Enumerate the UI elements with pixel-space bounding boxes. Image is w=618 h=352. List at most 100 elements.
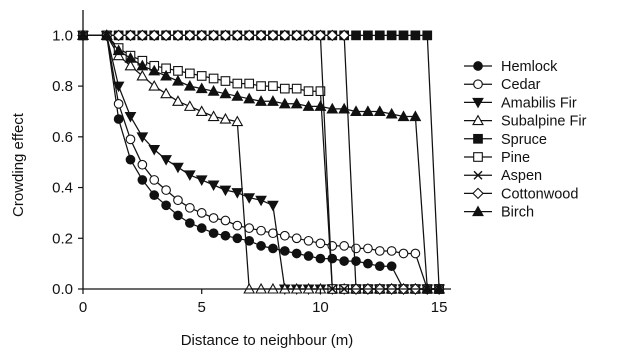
- point-cottonwood-9: [195, 29, 208, 42]
- point-birch-6: [160, 69, 173, 81]
- point-pine-17: [291, 83, 302, 94]
- point-amabilis-fir-2: [112, 81, 125, 93]
- point-hemlock-16: [279, 246, 290, 256]
- point-hemlock-3: [125, 154, 136, 165]
- point-subalpine-fir-7: [172, 95, 184, 106]
- point-pine-11: [220, 76, 231, 86]
- point-pine-18: [303, 86, 314, 97]
- point-amabilis-fir-5: [148, 145, 161, 156]
- legend-marker-pine: [473, 152, 483, 162]
- point-pine-14: [256, 81, 266, 91]
- point-cedar-25: [386, 246, 397, 256]
- point-pine-15: [268, 81, 278, 91]
- point-cedar-24: [374, 246, 385, 256]
- point-amabilis-fir-12: [231, 188, 244, 199]
- point-birch-17: [290, 97, 303, 109]
- point-birch-23: [361, 105, 374, 117]
- point-birch-8: [183, 79, 196, 91]
- point-cottonwood-8: [184, 29, 196, 42]
- point-spruce-28: [422, 30, 433, 41]
- axes-layer: [82, 10, 451, 290]
- point-pine-8: [184, 68, 195, 79]
- point-birch-20: [326, 102, 339, 114]
- point-cottonwood-17: [290, 29, 303, 42]
- point-hemlock-5: [149, 190, 160, 201]
- point-cedar-23: [363, 243, 373, 254]
- x-tick-label-0: 0: [79, 299, 87, 316]
- point-cottonwood-4: [136, 29, 149, 42]
- point-subalpine-fir-3: [124, 59, 137, 71]
- point-cottonwood-7: [172, 29, 184, 42]
- point-cottonwood-18: [302, 29, 315, 42]
- legend-item-cedar: Cedar: [464, 77, 541, 93]
- point-pine-13: [244, 78, 255, 89]
- legend-item-pine: Pine: [464, 150, 530, 166]
- legend-marker-cedar: [473, 79, 483, 90]
- legend: Hemlock Cedar Amabilis Fir Subalpine Fir Spr…: [464, 59, 587, 221]
- point-hemlock-11: [220, 230, 231, 241]
- legend-label-cottonwood: Cottonwood: [501, 186, 578, 202]
- point-cottonwood-15: [267, 29, 279, 42]
- point-pine-16: [279, 83, 290, 94]
- point-amabilis-fir-6: [160, 155, 172, 166]
- point-pine-19: [315, 86, 326, 97]
- point-subalpine-fir-6: [160, 87, 173, 99]
- point-pine-10: [208, 73, 219, 84]
- point-subalpine-fir-2: [112, 49, 125, 61]
- point-amabilis-fir-9: [195, 175, 208, 186]
- point-spruce-24: [374, 30, 385, 41]
- point-cedar-9: [196, 208, 207, 218]
- legend-label-hemlock: Hemlock: [501, 59, 558, 75]
- point-hemlock-4: [137, 175, 148, 185]
- point-cedar-17: [291, 233, 302, 244]
- point-amabilis-fir-8: [183, 170, 196, 181]
- point-birch-15: [267, 95, 279, 106]
- x-axis-label: Distance to neighbour (m): [181, 332, 354, 349]
- point-hemlock-19: [315, 253, 326, 264]
- y-tick-label-0: 0.0: [52, 281, 73, 298]
- point-hemlock-24: [374, 261, 385, 272]
- legend-item-aspen: Aspen: [464, 168, 542, 184]
- point-cedar-10: [208, 213, 219, 223]
- point-hemlock-15: [268, 243, 278, 254]
- legend-item-hemlock: Hemlock: [464, 59, 558, 75]
- point-hemlock-22: [351, 256, 361, 266]
- point-birch-16: [278, 97, 291, 109]
- point-birch-13: [243, 92, 256, 104]
- point-hemlock-23: [363, 258, 373, 269]
- point-birch-3: [124, 52, 137, 63]
- point-cedar-4: [137, 159, 148, 170]
- legend-marker-hemlock: [473, 61, 483, 71]
- legend-label-aspen: Aspen: [501, 168, 542, 184]
- legend-label-birch: Birch: [501, 205, 534, 221]
- legend-item-cottonwood: Cottonwood: [464, 186, 578, 202]
- x-tick-label-5: 5: [198, 299, 206, 316]
- legend-item-birch: Birch: [464, 205, 534, 221]
- point-amabilis-fir-7: [172, 162, 184, 174]
- point-cedar-5: [149, 175, 160, 185]
- point-amabilis-fir-14: [255, 195, 267, 207]
- legend-item-spruce: Spruce: [464, 132, 547, 148]
- point-hemlock-25: [386, 261, 397, 272]
- point-cedar-2: [113, 98, 124, 109]
- point-birch-9: [195, 82, 208, 94]
- point-subalpine-fir-5: [148, 79, 161, 91]
- point-cottonwood-13: [243, 29, 255, 42]
- point-amabilis-fir-13: [243, 193, 256, 204]
- point-cottonwood-12: [231, 29, 244, 42]
- point-cedar-11: [220, 215, 231, 226]
- point-hemlock-18: [303, 251, 314, 261]
- point-subalpine-fir-8: [183, 100, 196, 111]
- point-hemlock-9: [196, 223, 207, 233]
- point-cottonwood-20: [326, 29, 339, 42]
- x-tick-label-15: 15: [431, 299, 448, 316]
- point-pine-7: [173, 66, 183, 76]
- point-birch-22: [350, 105, 362, 117]
- point-cottonwood-16: [279, 29, 291, 42]
- point-amabilis-fir-4: [136, 132, 149, 143]
- series-line-cedar: [83, 34, 440, 290]
- y-tick-label-0-2: 0.2: [52, 230, 73, 247]
- point-pine-9: [196, 71, 207, 81]
- point-birch-24: [373, 105, 386, 117]
- y-tick-label-0-6: 0.6: [52, 129, 73, 146]
